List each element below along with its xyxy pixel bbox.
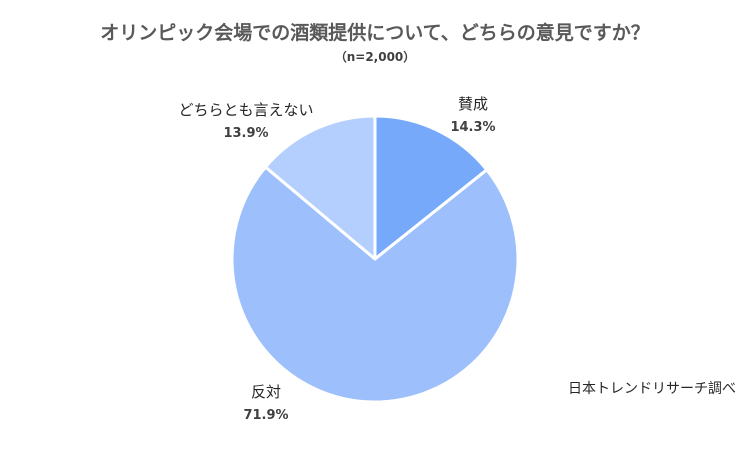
chart-subtitle: （n=2,000） xyxy=(334,50,416,64)
pie-slice-neutral xyxy=(263,114,377,261)
slice-value-agree: 14.3% xyxy=(450,120,495,135)
slice-label-oppose: 反対 xyxy=(251,383,281,401)
pie-slice-agree xyxy=(373,114,489,261)
slice-label-neutral: どちらとも言えない xyxy=(178,101,313,119)
slice-label-agree: 賛成 xyxy=(458,95,488,113)
source-note: 日本トレンドリサーチ調べ xyxy=(568,381,736,397)
pie-slices xyxy=(230,114,520,404)
chart-title: オリンピック会場での酒類提供について、どちらの意見ですか？ xyxy=(100,22,650,44)
pie-slice-oppose xyxy=(230,165,520,404)
slice-value-oppose: 71.9% xyxy=(243,408,288,423)
slice-value-neutral: 13.9% xyxy=(223,126,268,141)
pie-labels: 賛成 14.3% 反対 71.9% どちらとも言えない 13.9% xyxy=(178,95,495,423)
